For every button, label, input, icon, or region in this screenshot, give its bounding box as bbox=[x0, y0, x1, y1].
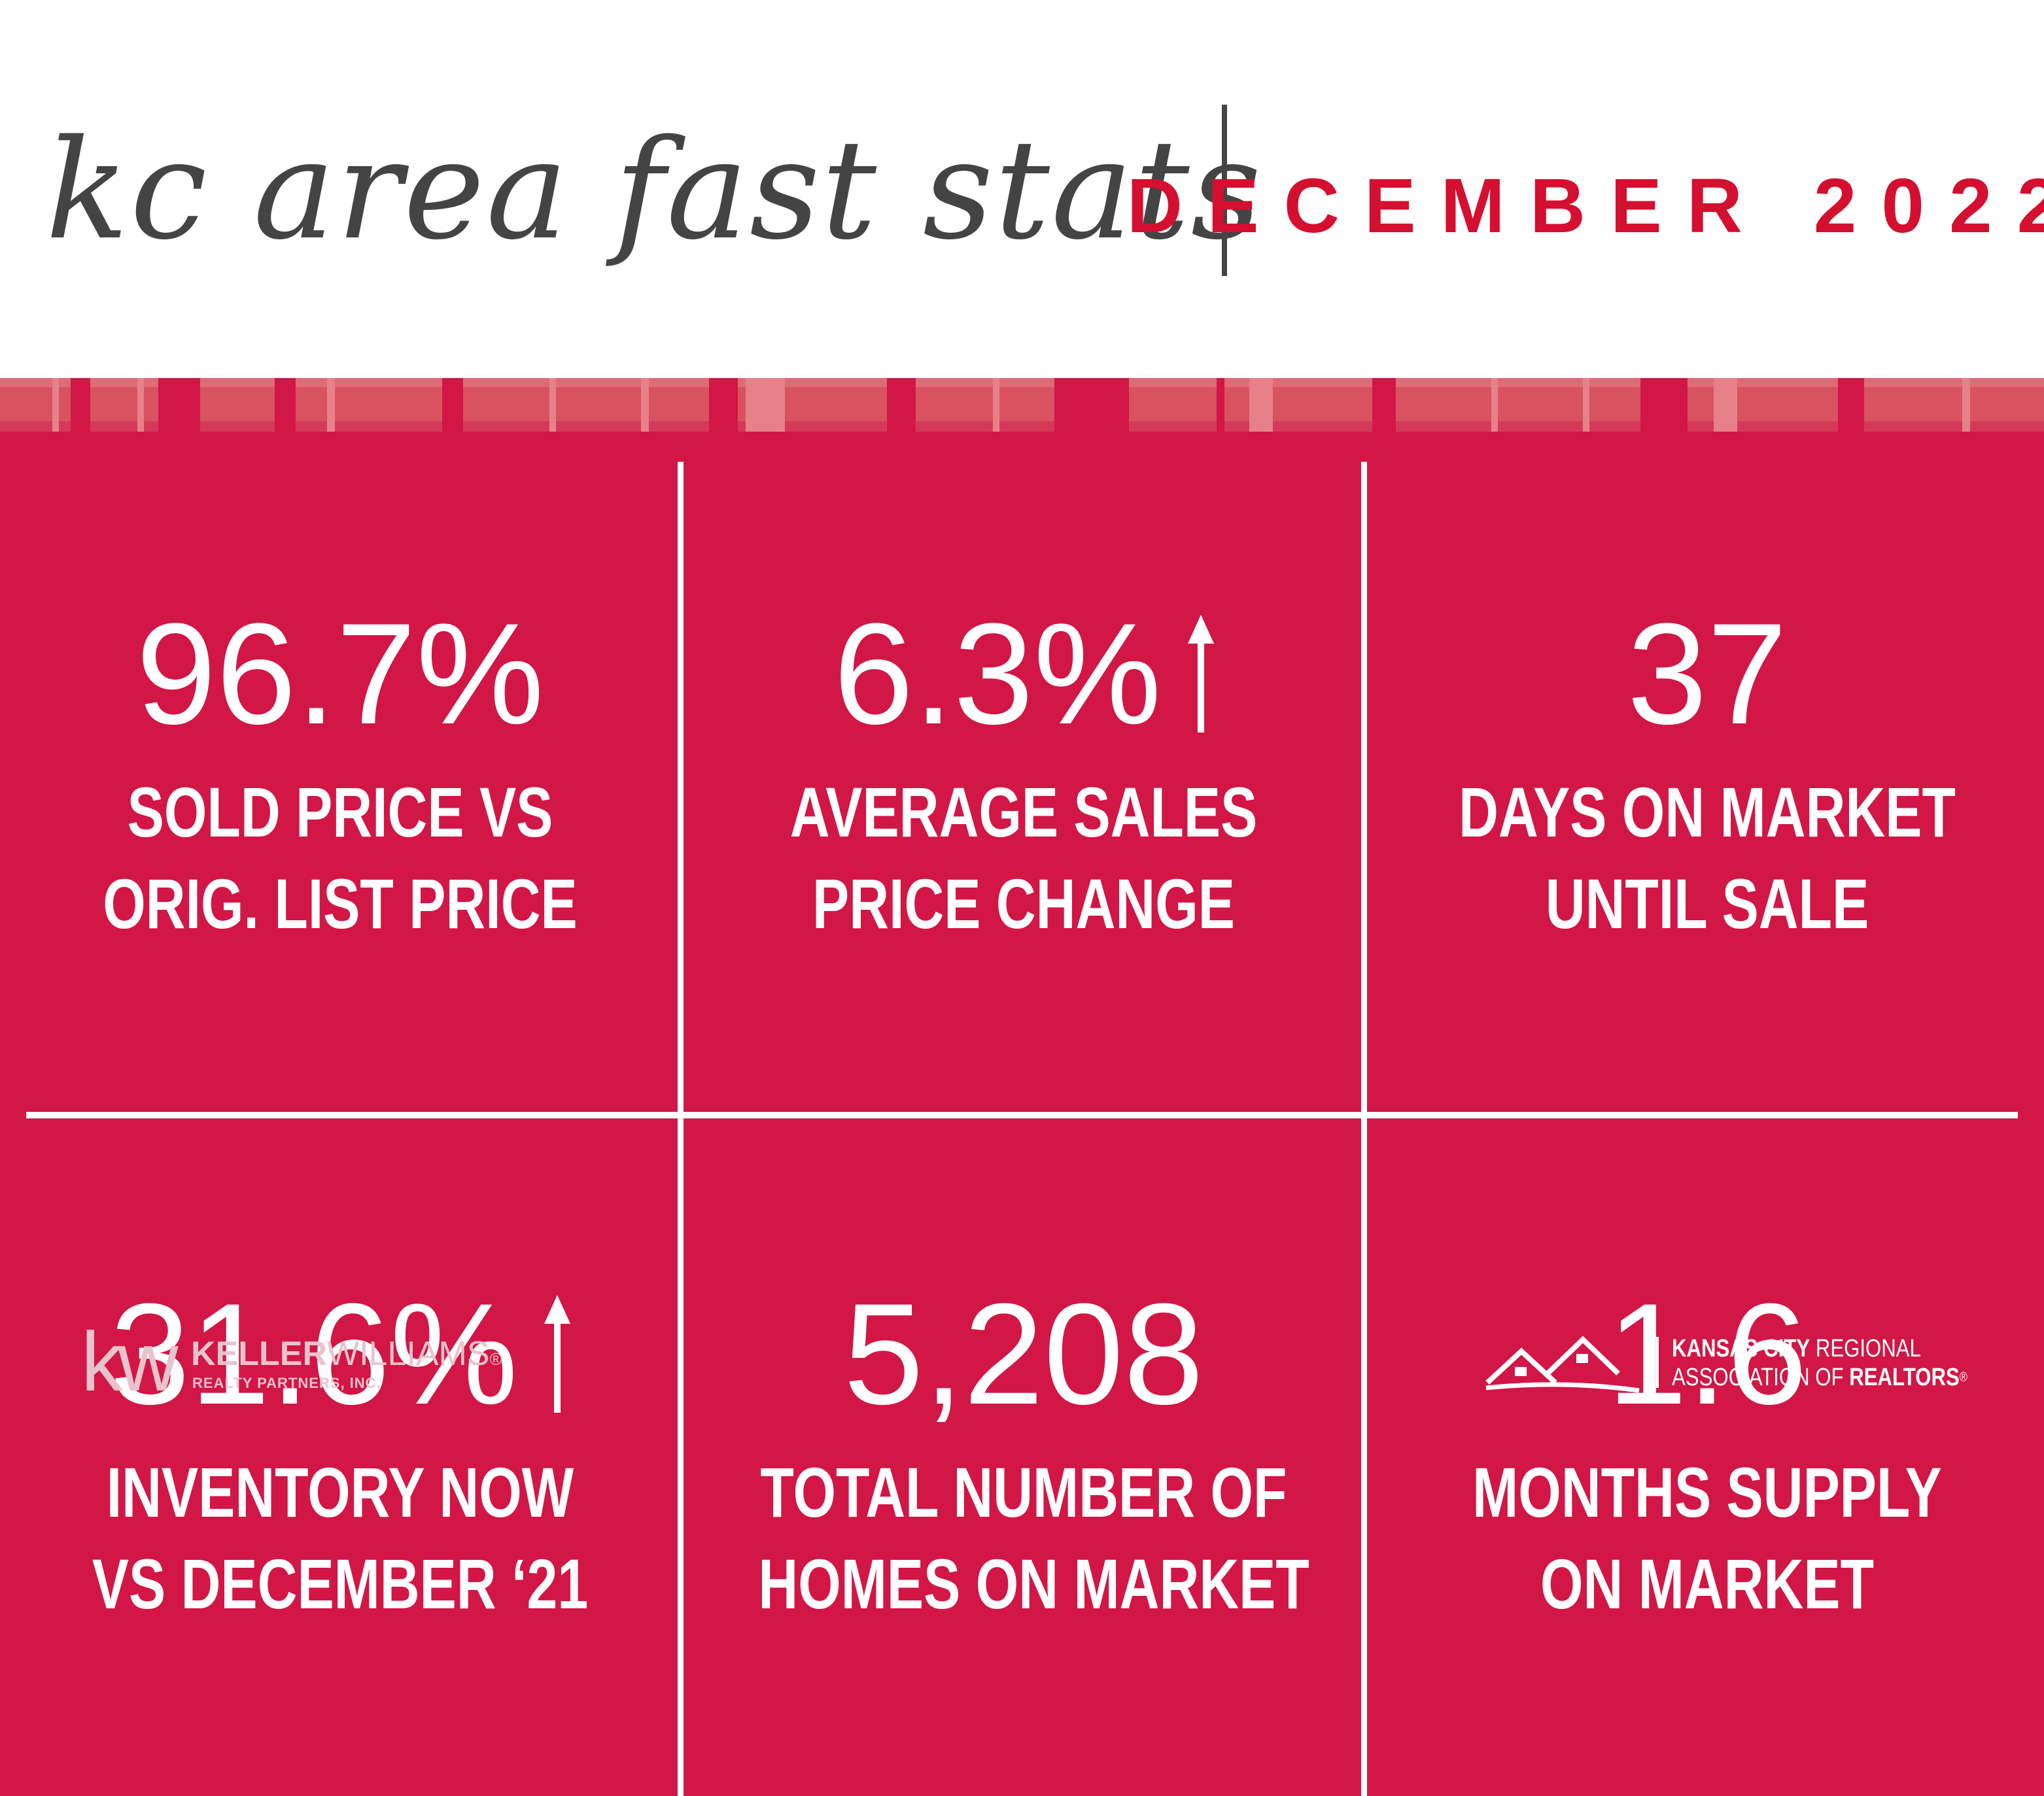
stat-total-homes-on-market: 5,208 TOTAL NUMBER OF HOMES ON MARKET bbox=[684, 1275, 1364, 1630]
stat-label: AVERAGE SALES PRICE CHANGE bbox=[789, 772, 1258, 943]
stat-value: 96.7% bbox=[136, 593, 544, 754]
stat-value: 5,208 bbox=[843, 1273, 1204, 1434]
stat-label: DAYS ON MARKET UNTIL SALE bbox=[1459, 772, 1956, 943]
up-arrow-icon bbox=[544, 1295, 570, 1413]
script-title: kc area fast stats bbox=[45, 109, 1263, 270]
stat-sold-vs-list: 96.7% SOLD PRICE VS ORIG. LIST PRICE bbox=[0, 595, 680, 950]
grid-divider-horizontal bbox=[26, 1112, 2018, 1118]
kw-name: KELLERWILLIAMS® bbox=[191, 1335, 502, 1373]
kcrar-logo: KANSAS CITY REGIONAL ASSOCIATION OF REAL… bbox=[1485, 1328, 1967, 1400]
plaid-stripe-band bbox=[0, 378, 2044, 432]
houses-icon bbox=[1485, 1336, 1640, 1393]
month-title: DECEMBER 2022 bbox=[1126, 163, 2044, 249]
stat-value: 6.3% bbox=[684, 595, 1364, 752]
stat-value: 37 bbox=[1627, 593, 1788, 754]
stat-days-on-market: 37 DAYS ON MARKET UNTIL SALE bbox=[1367, 595, 2044, 950]
stat-inventory-change: 31.6% INVENTORY NOW VS DECEMBER ‘21 bbox=[0, 1275, 680, 1630]
stat-value: 1.6 bbox=[1607, 1273, 1807, 1434]
header-divider bbox=[1222, 105, 1227, 276]
stat-label: MONTHS SUPPLY ON MARKET bbox=[1472, 1453, 1942, 1623]
stat-label: TOTAL NUMBER OF HOMES ON MARKET bbox=[758, 1453, 1309, 1623]
grid-divider-vertical-left bbox=[678, 462, 684, 1796]
kcrar-divider bbox=[1656, 1337, 1659, 1388]
stat-months-supply: 1.6 MONTHS SUPPLY ON MARKET bbox=[1367, 1275, 2044, 1630]
up-arrow-icon bbox=[1187, 615, 1214, 733]
header: kc area fast stats DECEMBER 2022 bbox=[0, 0, 2044, 378]
kw-mark: kw bbox=[81, 1315, 178, 1409]
stat-value: 31.6% bbox=[0, 1275, 680, 1432]
kcrar-name: KANSAS CITY REGIONAL ASSOCIATION OF REAL… bbox=[1672, 1335, 1967, 1391]
kw-subtitle: REALTY PARTNERS, INC. bbox=[192, 1375, 381, 1391]
stat-label: INVENTORY NOW VS DECEMBER ‘21 bbox=[92, 1453, 589, 1623]
stats-panel: 96.7% SOLD PRICE VS ORIG. LIST PRICE 6.3… bbox=[0, 378, 2044, 1796]
stat-label: SOLD PRICE VS ORIG. LIST PRICE bbox=[103, 772, 578, 943]
grid-divider-vertical-right bbox=[1361, 462, 1367, 1796]
stat-average-sales-price-change: 6.3% AVERAGE SALES PRICE CHANGE bbox=[684, 595, 1364, 950]
keller-williams-logo: kw KELLERWILLIAMS® REALTY PARTNERS, INC. bbox=[81, 1315, 502, 1409]
